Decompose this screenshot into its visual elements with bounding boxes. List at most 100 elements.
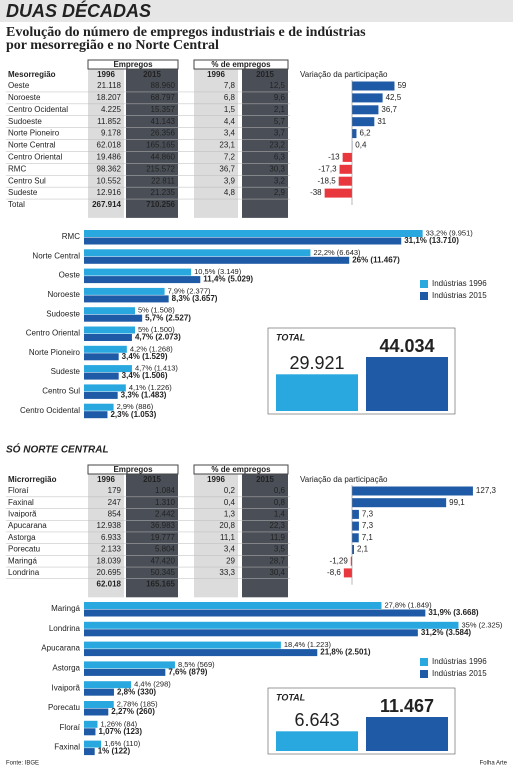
cell: 36.983 xyxy=(151,521,176,530)
group-header: % de empregos xyxy=(211,465,271,474)
column-header: Mesorregião xyxy=(8,70,56,79)
row-label: Sudeste xyxy=(8,188,38,197)
value-label: 8,3% (3.657) xyxy=(172,294,218,303)
cell: 18.207 xyxy=(97,93,122,102)
value-label: 1,6% (110) xyxy=(104,739,141,748)
category-label: Noroeste xyxy=(48,290,81,299)
cell: 4,8 xyxy=(224,188,236,197)
cell: 18.039 xyxy=(97,556,122,565)
cell: 6,8 xyxy=(224,93,236,102)
cell: 3,9 xyxy=(224,176,236,185)
group-header: Empregos xyxy=(113,60,153,69)
value-label: 2,9% (886) xyxy=(117,402,154,411)
value-label: 10,5% (3.149) xyxy=(194,267,242,276)
total-cell: 710.256 xyxy=(146,200,175,209)
cell: 11.852 xyxy=(97,117,121,126)
cell: 3,5 xyxy=(274,545,286,554)
value-label: 8,5% (569) xyxy=(178,660,215,669)
value-label: 2,1 xyxy=(357,545,369,554)
value-label: 31,1% (13.710) xyxy=(404,236,459,245)
cell: 68.797 xyxy=(151,93,176,102)
category-label: Oeste xyxy=(59,271,81,280)
row-label: RMC xyxy=(8,164,26,173)
value-label: 127,3 xyxy=(476,486,497,495)
year-header: 2015 xyxy=(256,475,274,484)
year-header: 1996 xyxy=(207,70,225,79)
category-label: Centro Oriental xyxy=(26,329,80,338)
category-label: Sudoeste xyxy=(46,309,80,318)
legend-swatch xyxy=(420,670,428,678)
group-header: Empregos xyxy=(113,465,153,474)
column-band xyxy=(88,470,124,598)
cell: 179 xyxy=(108,486,122,495)
year-header: 1996 xyxy=(97,475,115,484)
cell: 0,2 xyxy=(224,486,236,495)
bar xyxy=(84,256,350,264)
row-label: Noroeste xyxy=(8,93,41,102)
group-box xyxy=(87,59,179,70)
cell: 5.804 xyxy=(155,545,176,554)
change-bar xyxy=(352,105,379,115)
bar xyxy=(84,295,169,303)
bar xyxy=(84,701,114,708)
value-label: 18,4% (1.223) xyxy=(284,640,332,649)
change-bar xyxy=(352,521,359,531)
category-label: Astorga xyxy=(52,664,80,673)
cell: 854 xyxy=(108,510,122,519)
total-cell: 62.018 xyxy=(97,580,122,589)
column-band xyxy=(242,470,288,598)
cell: 0,6 xyxy=(274,486,286,495)
cell: 21.235 xyxy=(151,188,176,197)
value-label: 22,2% (6.643) xyxy=(313,248,361,257)
bar xyxy=(84,728,96,736)
row-label: Sudoeste xyxy=(8,117,42,126)
value-label: 7,3 xyxy=(362,510,374,519)
value-label: 7,1 xyxy=(362,533,374,542)
cell: 1.084 xyxy=(155,486,176,495)
column-band xyxy=(194,470,238,598)
bar xyxy=(84,403,114,411)
cell: 10.552 xyxy=(97,176,122,185)
cell: 44.860 xyxy=(151,153,176,162)
year-header: 2015 xyxy=(143,475,161,484)
bar xyxy=(84,249,311,257)
category-label: Norte Central xyxy=(32,251,80,260)
bar xyxy=(84,365,132,373)
bar xyxy=(84,345,127,353)
value-label: 11,4% (5.029) xyxy=(203,275,253,284)
value-label: 1,26% (84) xyxy=(100,719,137,728)
change-bar xyxy=(352,117,375,127)
category-label: Porecatu xyxy=(48,703,80,712)
total-bar xyxy=(276,374,358,411)
title: DUAS DÉCADAS xyxy=(6,0,151,21)
cell: 0,8 xyxy=(274,498,286,507)
cell: 88.960 xyxy=(151,81,176,90)
value-label: 31,9% (3.668) xyxy=(428,608,479,617)
value-label: 6,2 xyxy=(359,129,371,138)
total-cell: 267.914 xyxy=(92,200,121,209)
value-label: 7,9% (2.377) xyxy=(168,286,211,295)
value-label: 4,7% (1.413) xyxy=(135,364,178,373)
total-bar xyxy=(366,717,448,751)
bar xyxy=(84,602,382,609)
bar xyxy=(84,609,426,617)
change-bar xyxy=(324,188,352,198)
value-label: 7,6% (879) xyxy=(168,668,207,677)
group-box xyxy=(193,59,289,70)
value-label: 1,07% (123) xyxy=(98,727,142,736)
group-box xyxy=(193,464,289,475)
year-header: 2015 xyxy=(143,70,161,79)
year-header: 1996 xyxy=(207,475,225,484)
value-label: -38 xyxy=(310,188,322,197)
category-label: Sudeste xyxy=(51,367,81,376)
cell: 12.916 xyxy=(97,188,122,197)
cell: 3,7 xyxy=(274,129,286,138)
category-label: Apucarana xyxy=(41,644,80,653)
category-label: Ivaiporã xyxy=(52,683,81,692)
cell: 28,7 xyxy=(269,556,285,565)
cell: 215.572 xyxy=(146,164,175,173)
cell: 165.165 xyxy=(146,141,175,150)
year-header: 2015 xyxy=(256,70,274,79)
cell: 30,3 xyxy=(269,164,285,173)
cell: 47.420 xyxy=(151,556,176,565)
